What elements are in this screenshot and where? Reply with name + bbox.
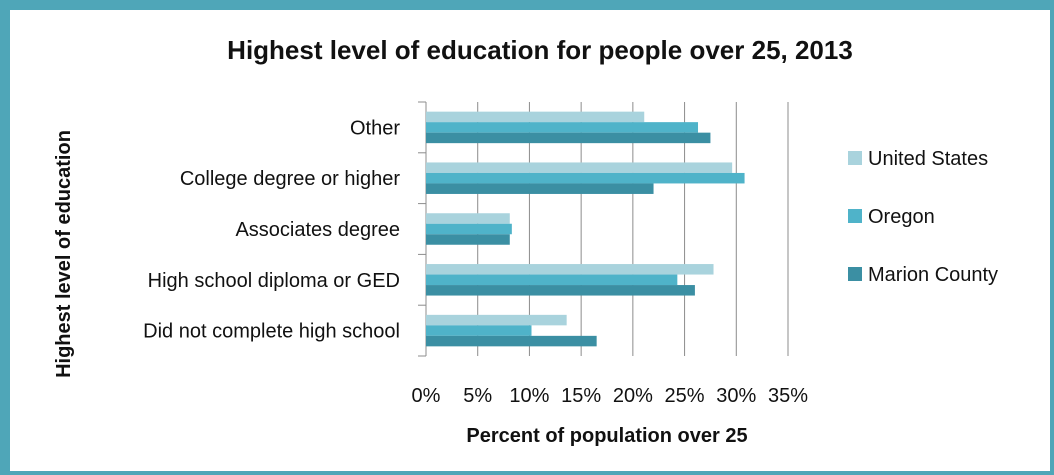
bar-oregon: [426, 122, 699, 133]
x-tick-label: 25%: [665, 385, 705, 407]
bar-marion-county: [426, 183, 654, 194]
legend-swatch: [848, 209, 862, 223]
legend-label: Marion County: [868, 264, 998, 286]
bar-oregon: [426, 325, 532, 336]
y-axis-title: Highest level of education: [53, 130, 75, 378]
bar-marion-county: [426, 132, 711, 144]
bar-marion-county: [426, 285, 695, 296]
legend-label: United States: [868, 148, 988, 170]
bar-oregon: [426, 223, 512, 235]
legend-label: Oregon: [868, 206, 935, 228]
x-tick-label: 0%: [412, 385, 441, 407]
bar-united-states: [426, 213, 510, 224]
x-tick-label: 10%: [509, 385, 549, 407]
bar-united-states: [426, 264, 714, 275]
bar-marion-county: [426, 234, 510, 245]
bar-united-states: [426, 162, 733, 173]
legend-swatch: [848, 151, 862, 165]
category-label: High school diploma or GED: [148, 270, 400, 292]
legend-swatch: [848, 267, 862, 281]
x-tick-label: 30%: [716, 385, 756, 407]
x-tick-label: 20%: [613, 385, 653, 407]
category-label: Did not complete high school: [143, 321, 400, 343]
bar-marion-county: [426, 335, 597, 347]
bar-oregon: [426, 172, 745, 184]
x-tick-label: 15%: [561, 385, 601, 407]
x-tick-label: 35%: [768, 385, 808, 407]
bar-united-states: [426, 111, 645, 123]
category-label: Associates degree: [235, 219, 400, 241]
bar-united-states: [426, 314, 567, 326]
category-label: College degree or higher: [180, 168, 400, 190]
category-label: Other: [350, 117, 400, 139]
chart-title: Highest level of education for people ov…: [227, 35, 853, 65]
x-tick-label: 5%: [463, 385, 492, 407]
x-axis-title: Percent of population over 25: [466, 425, 747, 447]
bar-oregon: [426, 274, 678, 286]
